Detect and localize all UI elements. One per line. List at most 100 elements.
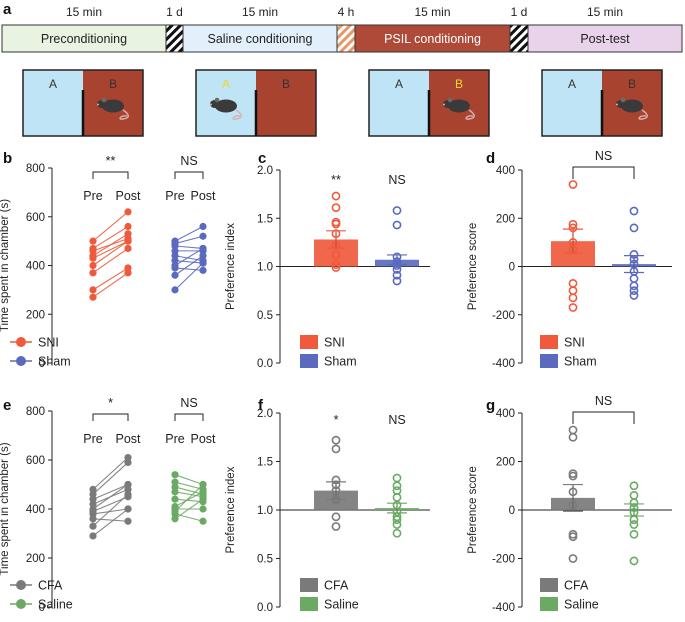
mouse-icon bbox=[616, 97, 648, 120]
mouse-tail bbox=[119, 109, 129, 120]
data-point bbox=[629, 503, 639, 512]
mouse-icon bbox=[443, 97, 475, 120]
panel-letter-g: g bbox=[486, 397, 495, 414]
timeline-gap-block bbox=[509, 24, 529, 53]
x-category-label: Pre bbox=[165, 189, 185, 203]
data-point bbox=[392, 520, 402, 529]
data-point bbox=[568, 286, 578, 296]
y-tick-label: 0 bbox=[39, 602, 45, 614]
chamber-a bbox=[542, 70, 602, 136]
significance-label: NS bbox=[595, 149, 612, 163]
significance-label: ** bbox=[331, 173, 341, 187]
data-point bbox=[568, 219, 578, 229]
chamber-label-b: B bbox=[455, 77, 463, 91]
data-point bbox=[331, 495, 341, 505]
paired-line bbox=[92, 462, 129, 495]
mouse-tail bbox=[232, 109, 242, 120]
data-point-pre bbox=[89, 532, 97, 540]
y-tick-label: 0.5 bbox=[257, 554, 273, 566]
timeline-gap-label: 1 d bbox=[511, 5, 528, 19]
data-point bbox=[629, 206, 639, 216]
significance-bracket bbox=[92, 171, 129, 179]
data-point bbox=[568, 487, 578, 497]
paired-line bbox=[92, 211, 129, 242]
timeline-gap-block bbox=[165, 24, 184, 53]
paired-line bbox=[92, 493, 129, 527]
timeline-stage-label: Saline conditioning bbox=[208, 32, 313, 46]
data-point bbox=[568, 554, 578, 563]
data-point bbox=[629, 556, 639, 566]
x-category-label: Pre bbox=[83, 189, 103, 203]
panel-letter-c: c bbox=[258, 150, 266, 167]
y-tick-label: 400 bbox=[26, 504, 45, 516]
chamber-label-b: B bbox=[628, 77, 636, 91]
data-point-post bbox=[124, 237, 132, 245]
chamber-a bbox=[369, 70, 429, 136]
panel-g-legend-swatch bbox=[540, 578, 558, 592]
significance-label: NS bbox=[595, 394, 612, 408]
data-point bbox=[568, 471, 578, 481]
data-point bbox=[629, 515, 639, 525]
chamber-label-a: A bbox=[222, 77, 230, 91]
y-tick-label: 600 bbox=[26, 455, 45, 467]
y-tick-label: 0 bbox=[509, 505, 515, 517]
y-tick-label: 200 bbox=[496, 213, 515, 225]
panel-g-legend-label: CFA bbox=[564, 579, 589, 593]
panel-e-legend-label: Saline bbox=[38, 598, 73, 612]
data-point bbox=[629, 481, 639, 491]
significance-bracket bbox=[572, 411, 635, 424]
data-point bbox=[392, 270, 402, 280]
paired-line bbox=[92, 233, 129, 257]
data-point-pre bbox=[89, 286, 97, 294]
mouse-nose bbox=[616, 103, 618, 106]
data-point bbox=[629, 281, 639, 291]
y-tick-label: -400 bbox=[492, 602, 515, 614]
panel-e-legend-label: CFA bbox=[38, 579, 63, 593]
chamber-label-b: B bbox=[109, 77, 117, 91]
paired-line bbox=[174, 474, 204, 486]
panel-d-legend-swatch bbox=[540, 354, 558, 368]
paired-line bbox=[92, 483, 129, 500]
timeline-stage-2 bbox=[182, 24, 338, 53]
mouse-ear bbox=[101, 97, 107, 103]
paired-line bbox=[92, 240, 129, 266]
data-point bbox=[331, 229, 341, 239]
y-tick-label: 1.0 bbox=[257, 262, 273, 274]
data-point bbox=[331, 512, 341, 522]
panel-f-legend-swatch bbox=[300, 578, 318, 592]
data-point bbox=[331, 480, 341, 490]
panel-g-legend-swatch bbox=[540, 597, 558, 611]
y-tick-label: 200 bbox=[496, 457, 515, 469]
timeline-stage-label: PSIL conditioning bbox=[384, 32, 481, 46]
x-category-label: Pre bbox=[83, 432, 103, 446]
y-tick-label: 1.0 bbox=[257, 505, 273, 517]
panel-b-legend-label: SNI bbox=[38, 336, 59, 350]
y-tick-label: 0.0 bbox=[257, 358, 273, 370]
paired-line bbox=[174, 247, 204, 266]
y-tick-label: 2.0 bbox=[257, 165, 273, 177]
data-point-pre bbox=[89, 269, 97, 277]
paired-line bbox=[174, 486, 204, 495]
x-category-label: Post bbox=[115, 189, 141, 203]
data-point bbox=[629, 491, 639, 500]
bar bbox=[314, 490, 358, 510]
data-point bbox=[331, 250, 341, 260]
paired-line bbox=[174, 513, 204, 522]
data-point-post bbox=[124, 230, 132, 238]
data-point bbox=[331, 522, 341, 531]
data-point-pre bbox=[171, 471, 179, 479]
paired-line bbox=[174, 498, 204, 520]
data-point-pre bbox=[171, 515, 179, 523]
timeline-stage-3 bbox=[354, 24, 511, 53]
panel-b-legend-label: Sham bbox=[38, 355, 71, 369]
data-point bbox=[392, 261, 402, 270]
paired-line bbox=[174, 267, 204, 271]
mouse-body bbox=[102, 99, 124, 113]
data-point bbox=[568, 532, 578, 542]
panel-c-legend-swatch bbox=[300, 335, 318, 349]
paired-line bbox=[92, 267, 129, 291]
mouse-icon bbox=[97, 97, 129, 120]
y-axis-title: Preference score bbox=[467, 223, 479, 311]
paired-line bbox=[174, 245, 204, 249]
